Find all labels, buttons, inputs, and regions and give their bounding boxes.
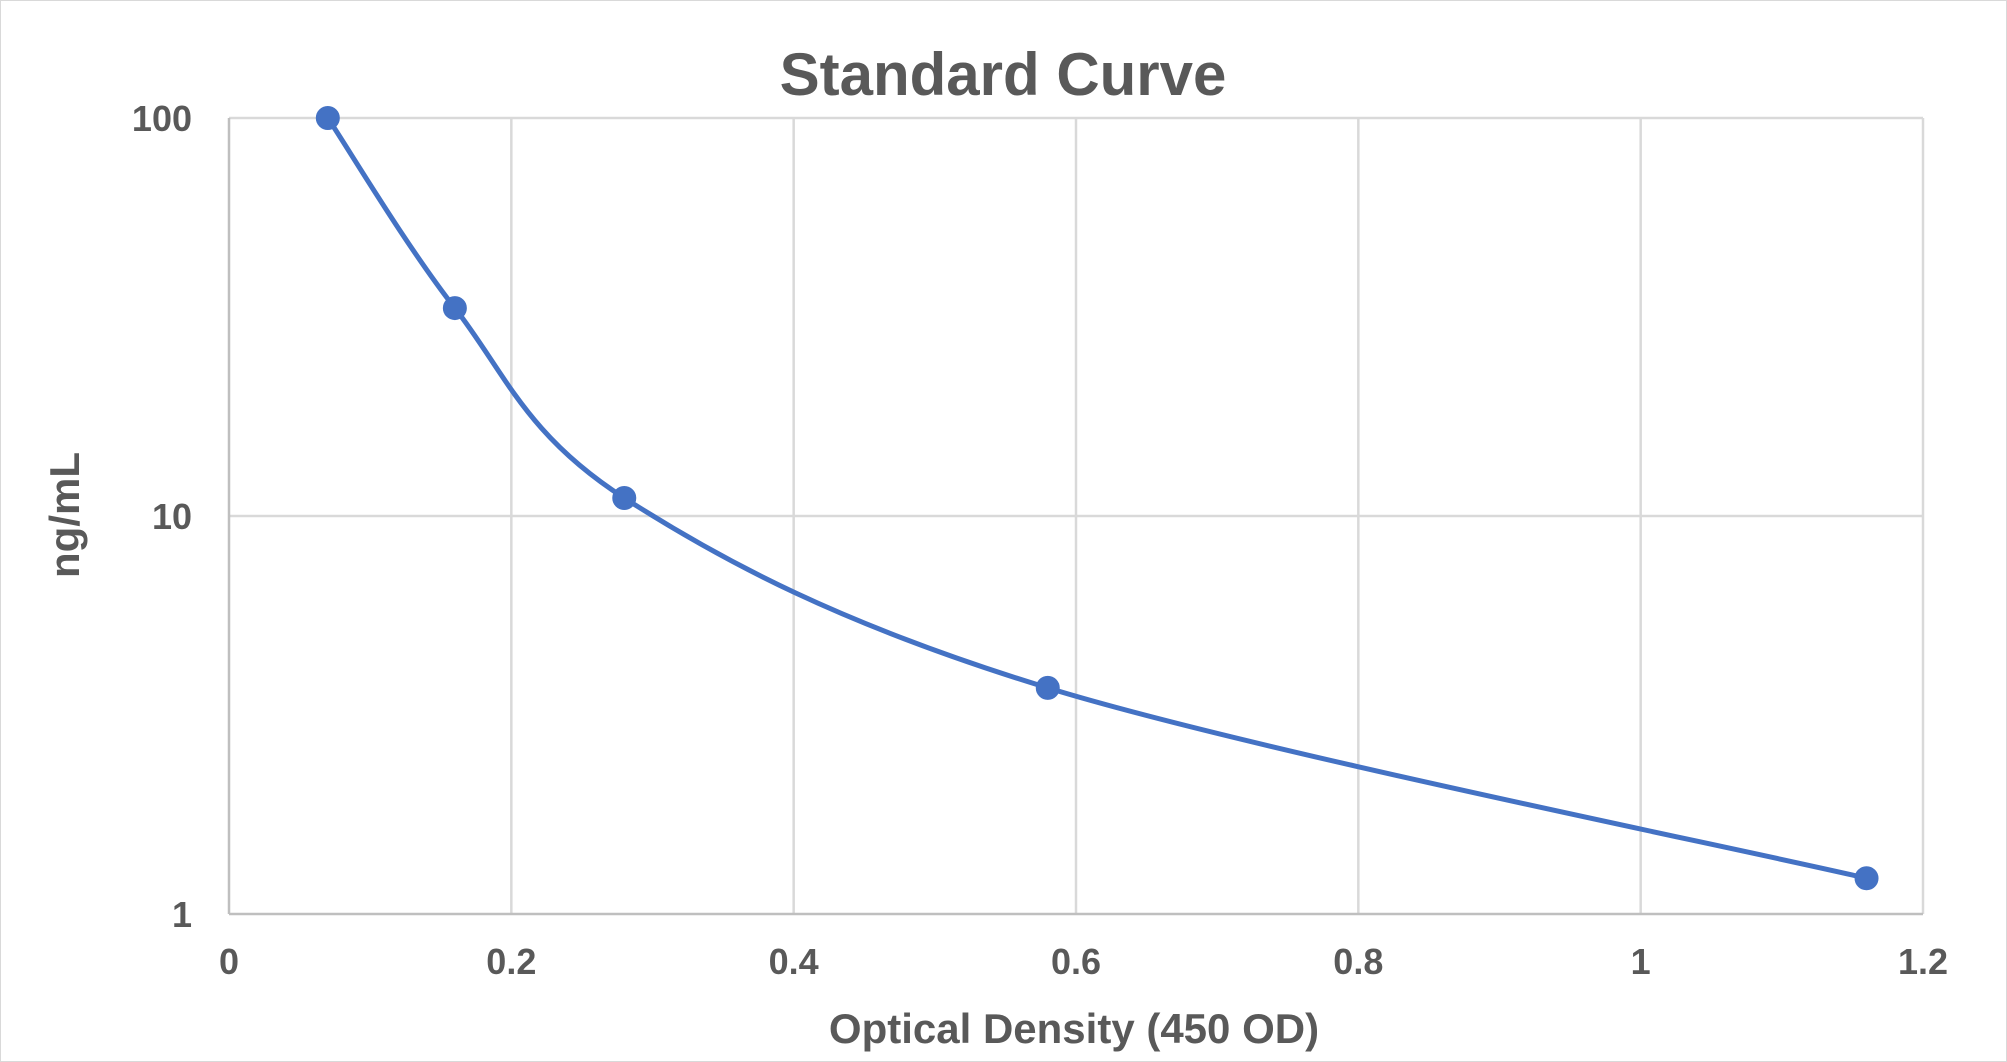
x-tick-label: 0.8 (1333, 941, 1383, 982)
y-tick-label: 10 (152, 496, 192, 537)
chart-title: Standard Curve (780, 41, 1227, 108)
x-tick-label: 0.6 (1051, 941, 1101, 982)
gridlines (229, 116, 1925, 914)
y-tick-label: 100 (132, 98, 192, 139)
x-tick-label: 0.2 (486, 941, 536, 982)
series (315, 106, 1879, 891)
data-point (315, 106, 340, 130)
x-tick-label: 0 (219, 941, 239, 982)
series-line (325, 116, 1868, 881)
y-tick-label: 1 (172, 894, 192, 935)
x-tick-label: 1.2 (1898, 941, 1948, 982)
x-tick-label: 1 (1631, 941, 1651, 982)
data-point (612, 485, 637, 510)
tick-labels: 0 0.2 0.4 0.6 0.8 1 1.2 1 10 100 (132, 98, 1948, 982)
x-tick-label: 0.4 (769, 941, 819, 982)
data-point (442, 296, 467, 321)
data-point (1854, 866, 1879, 891)
axes (227, 118, 1923, 916)
y-axis-title: ng/mL (41, 452, 88, 578)
x-axis-title: Optical Density (450 OD) (829, 1005, 1319, 1052)
data-point (1035, 675, 1060, 700)
